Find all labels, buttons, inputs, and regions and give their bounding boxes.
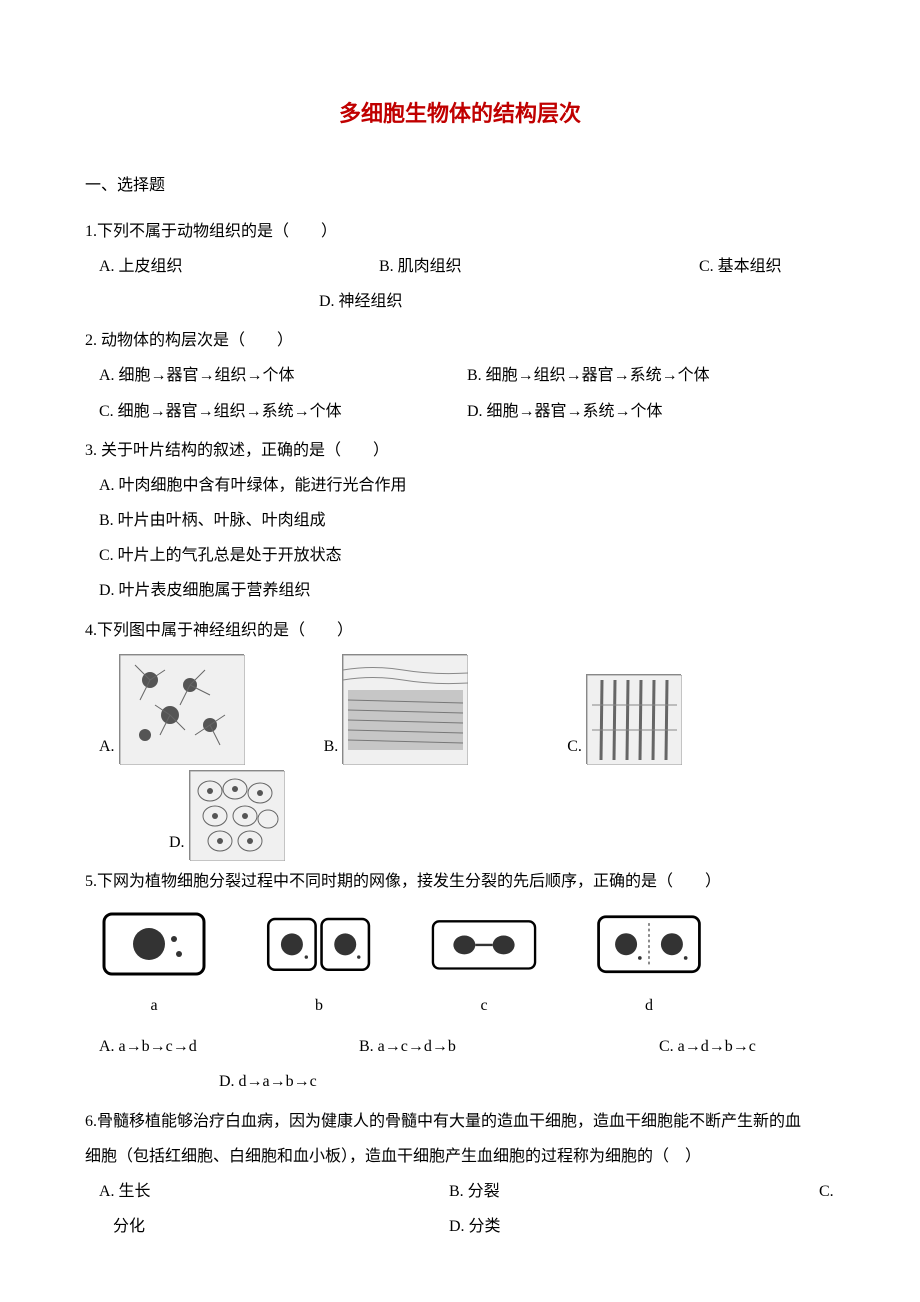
q2-options: A. 细胞→器官→组织→个体 B. 细胞→组织→器官→系统→个体 C. 细胞→器… [85, 358, 835, 428]
q5-option-a: A. a→b→c→d [99, 1029, 359, 1064]
section-heading: 一、选择题 [85, 168, 835, 203]
q5-stem: 5.下网为植物细胞分裂过程中不同时期的网像，接发生分裂的先后顺序，正确的是（ ） [85, 864, 835, 899]
q3-options: A. 叶肉细胞中含有叶绿体，能进行光合作用 B. 叶片由叶柄、叶脉、叶肉组成 C… [85, 468, 835, 609]
q1-option-d: D. 神经组织 [99, 284, 835, 319]
q1-option-b: B. 肌肉组织 [379, 249, 699, 284]
q2-option-b: B. 细胞→组织→器官→系统→个体 [467, 358, 835, 393]
q5-cell-a: a [99, 909, 209, 1023]
q6-stem-line2: 细胞（包括红细胞、白细胞和血小板），造血干细胞产生血细胞的过程称为细胞的（ ） [85, 1139, 835, 1174]
q6-option-d: D. 分类 [449, 1209, 501, 1244]
question-2: 2. 动物体的构层次是（ ） A. 细胞→器官→组织→个体 B. 细胞→组织→器… [85, 323, 835, 429]
q5-option-d: D. d→a→b→c [99, 1064, 835, 1099]
q3-option-a: A. 叶肉细胞中含有叶绿体，能进行光合作用 [99, 468, 519, 503]
q5-cell-c: c [429, 909, 539, 1023]
q6-options: A. 生长 B. 分裂 C. 分化 D. 分类 [85, 1174, 835, 1244]
q4-option-a: A. [99, 654, 244, 764]
q6-stem-line1: 6.骨髓移植能够治疗白血病，因为健康人的骨髓中有大量的造血干细胞，造血干细胞能不… [85, 1104, 835, 1139]
tissue-image-a [119, 654, 244, 764]
q6-option-c-text: 分化 [99, 1209, 449, 1244]
tissue-image-b [342, 654, 467, 764]
q1-stem: 1.下列不属于动物组织的是（ ） [85, 214, 835, 249]
q4-options-row1: A. B. [85, 654, 835, 764]
q3-option-c: C. 叶片上的气孔总是处于开放状态 [99, 538, 579, 573]
question-6: 6.骨髓移植能够治疗白血病，因为健康人的骨髓中有大量的造血干细胞，造血干细胞能不… [85, 1104, 835, 1245]
q3-option-d: D. 叶片表皮细胞属于营养组织 [99, 573, 467, 608]
q4-option-b: B. [324, 654, 468, 764]
cell-image-c [429, 909, 539, 984]
q3-option-b: B. 叶片由叶柄、叶脉、叶肉组成 [99, 503, 467, 538]
question-4: 4.下列图中属于神经组织的是（ ） A. B. [85, 613, 835, 860]
q5-option-c: C. a→d→b→c [659, 1029, 756, 1064]
q5-cell-d: d [594, 909, 704, 1023]
q5-label-c: c [429, 988, 539, 1023]
question-5: 5.下网为植物细胞分裂过程中不同时期的网像，接发生分裂的先后顺序，正确的是（ ）… [85, 864, 835, 1100]
q6-option-c-prefix: C. [819, 1174, 834, 1209]
q2-option-c: C. 细胞→器官→组织→系统→个体 [99, 394, 467, 429]
cell-image-b [264, 909, 374, 984]
q6-option-a: A. 生长 [99, 1174, 449, 1209]
tissue-image-c [586, 674, 681, 764]
q3-stem: 3. 关于叶片结构的叙述，正确的是（ ） [85, 433, 835, 468]
q5-label-d: d [594, 988, 704, 1023]
page-title: 多细胞生物体的结构层次 [85, 90, 835, 138]
q5-label-a: a [99, 988, 209, 1023]
tissue-image-d [189, 770, 284, 860]
q6-option-b: B. 分裂 [449, 1174, 819, 1209]
q5-option-b: B. a→c→d→b [359, 1029, 659, 1064]
q2-stem: 2. 动物体的构层次是（ ） [85, 323, 835, 358]
q1-options: A. 上皮组织 B. 肌肉组织 C. 基本组织 D. 神经组织 [85, 249, 835, 319]
q2-option-a: A. 细胞→器官→组织→个体 [99, 358, 467, 393]
q2-option-d: D. 细胞→器官→系统→个体 [467, 394, 835, 429]
q4-option-d: D. [169, 770, 284, 860]
q5-label-b: b [264, 988, 374, 1023]
q1-option-a: A. 上皮组织 [99, 249, 379, 284]
q5-cell-b: b [264, 909, 374, 1023]
q1-option-c: C. 基本组织 [699, 249, 782, 284]
cell-image-a [99, 909, 209, 984]
cell-image-d [594, 909, 704, 984]
q4-label-c: C. [567, 729, 582, 764]
q4-option-c: C. [567, 674, 681, 764]
q4-label-d: D. [169, 825, 185, 860]
q4-stem: 4.下列图中属于神经组织的是（ ） [85, 613, 835, 648]
q4-label-b: B. [324, 729, 339, 764]
question-3: 3. 关于叶片结构的叙述，正确的是（ ） A. 叶肉细胞中含有叶绿体，能进行光合… [85, 433, 835, 609]
question-1: 1.下列不属于动物组织的是（ ） A. 上皮组织 B. 肌肉组织 C. 基本组织… [85, 214, 835, 320]
q4-label-a: A. [99, 729, 115, 764]
q4-options-row2: D. [85, 770, 835, 860]
q5-images: a b c [85, 909, 835, 1023]
q5-options: A. a→b→c→d B. a→c→d→b C. a→d→b→c D. d→a→… [85, 1029, 835, 1099]
